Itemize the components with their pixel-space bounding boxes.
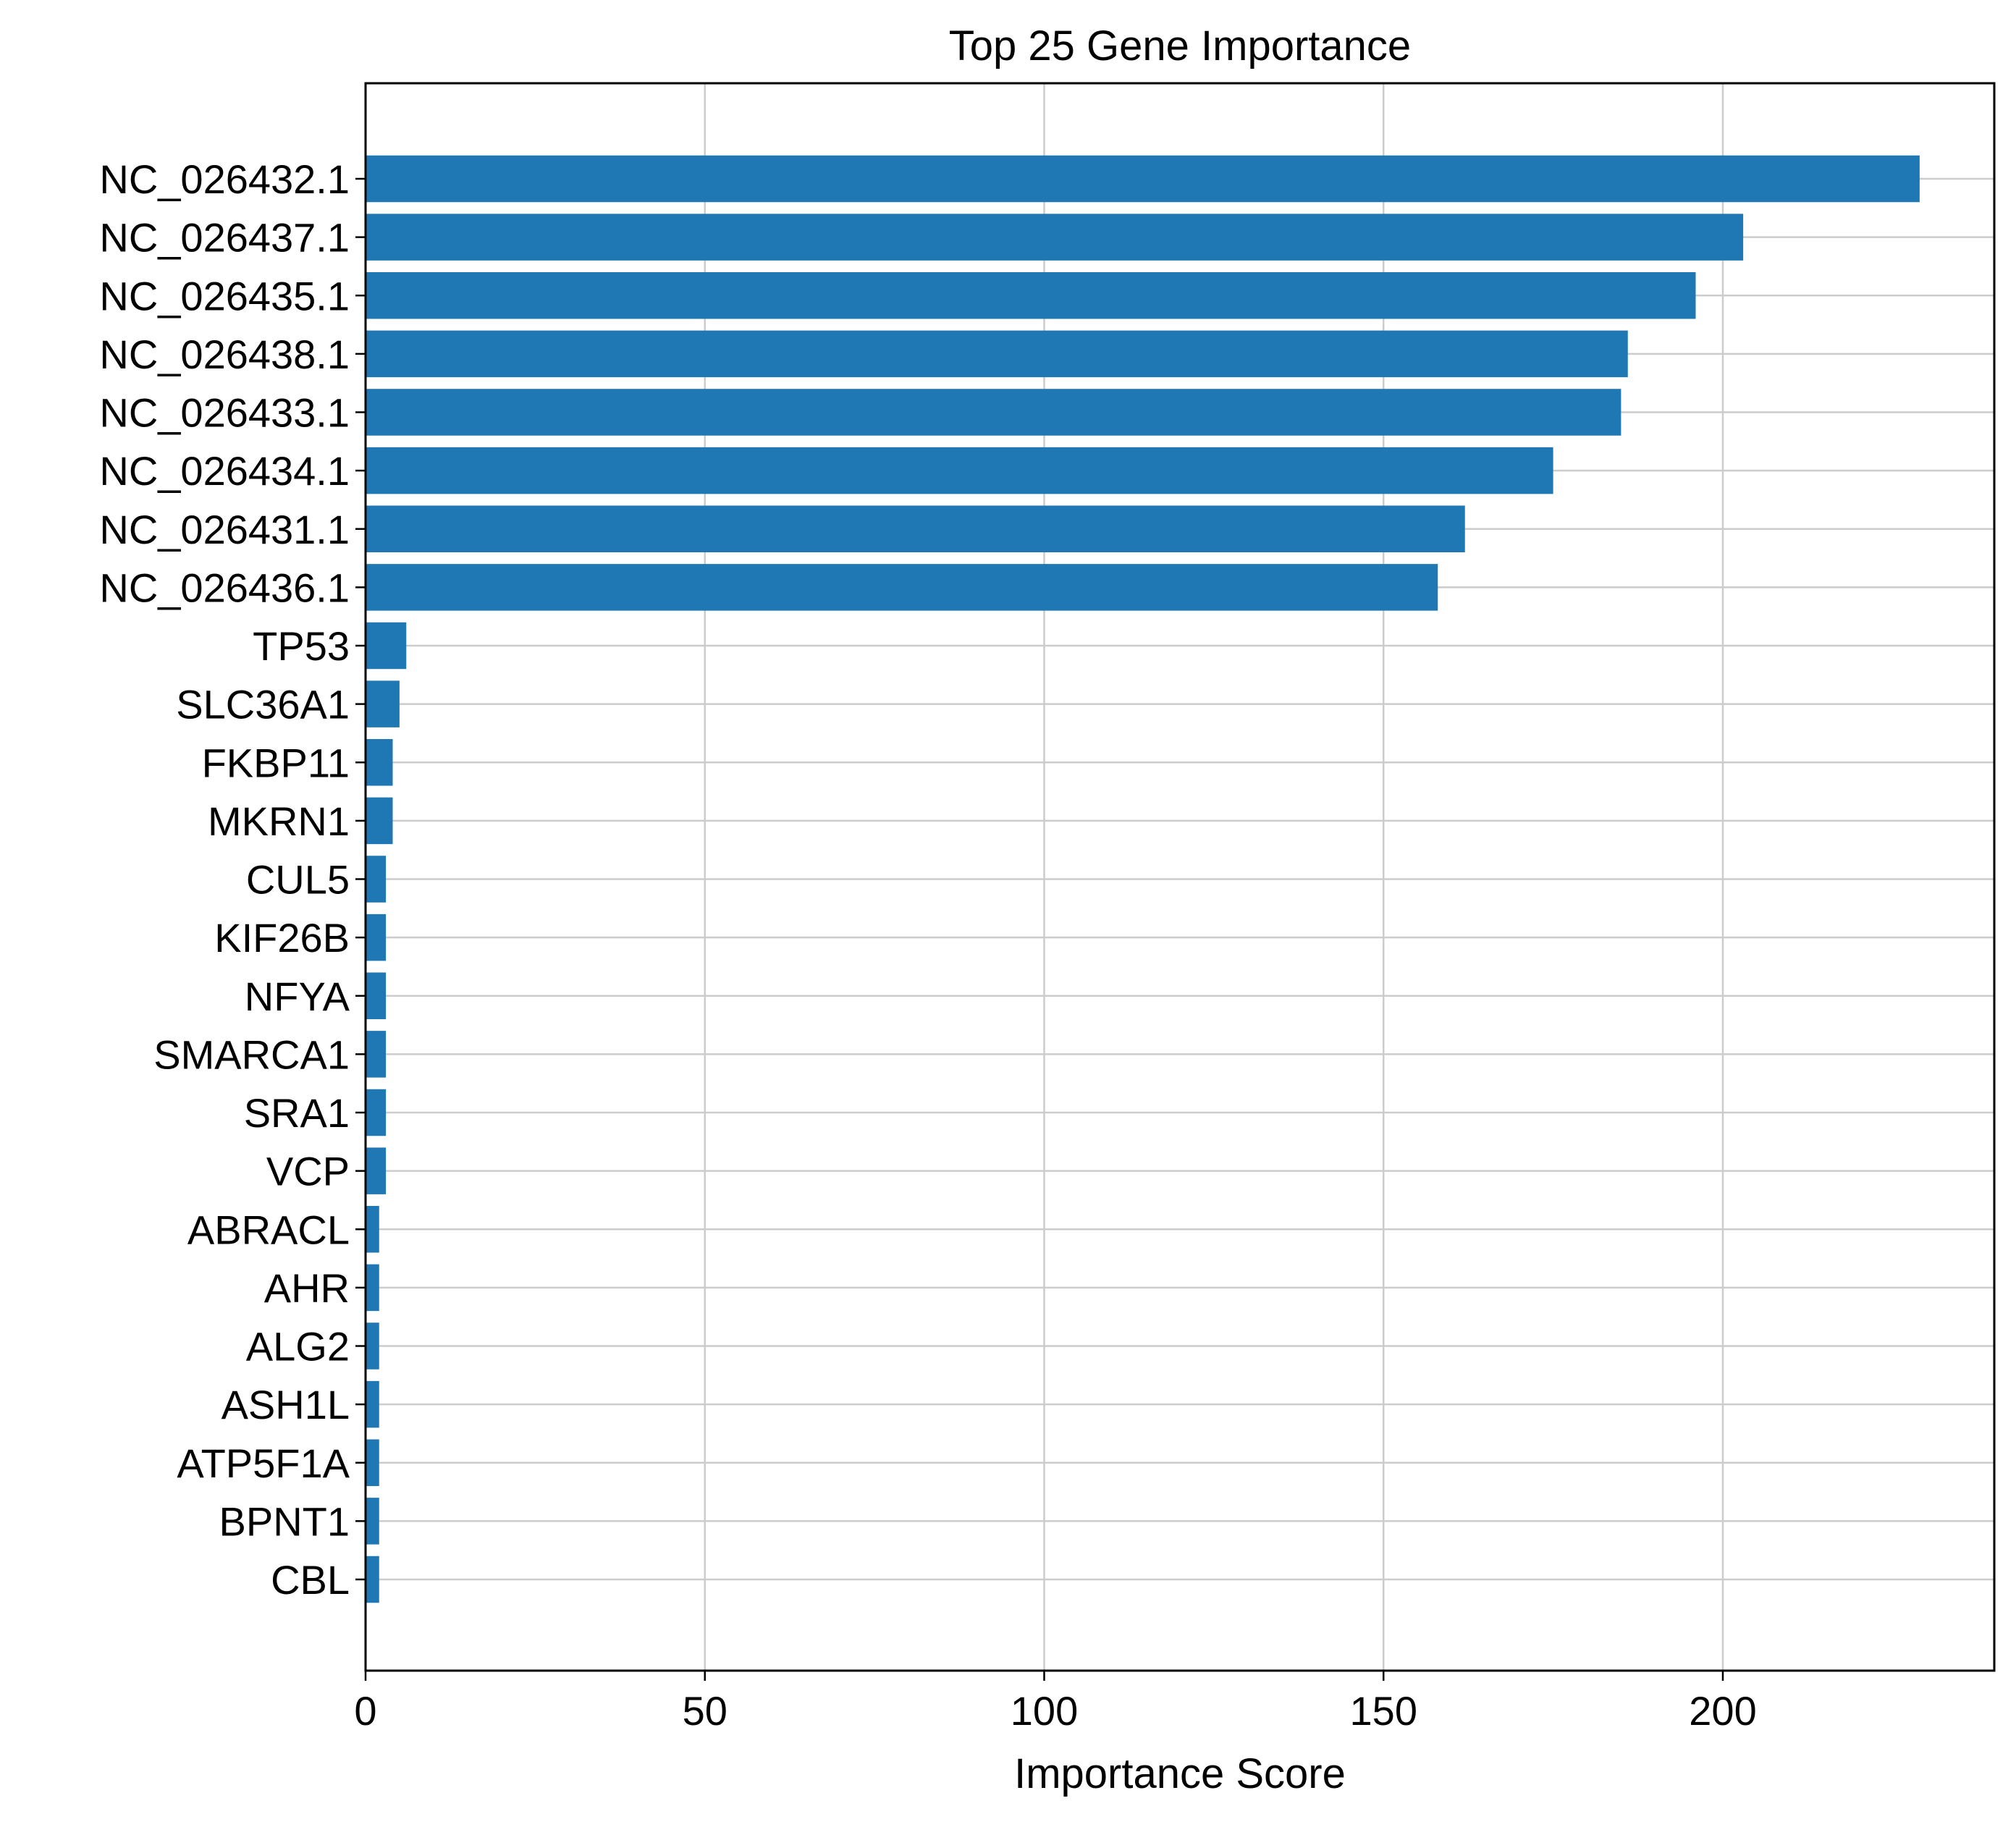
y-tick-label: NFYA — [245, 974, 350, 1019]
y-tick-label: NC_026433.1 — [99, 390, 350, 436]
y-tick-label: ABRACL — [187, 1207, 350, 1252]
bars-group — [366, 155, 1920, 1603]
bar — [366, 272, 1696, 319]
bar — [366, 447, 1553, 494]
y-tick-label: ATP5F1A — [177, 1440, 350, 1486]
x-tick-label: 150 — [1350, 1688, 1417, 1734]
bar — [366, 856, 387, 903]
y-tick-label: KIF26B — [214, 915, 350, 961]
y-tick-label: ALG2 — [246, 1324, 350, 1370]
bar — [366, 1206, 379, 1253]
bar — [366, 622, 407, 670]
y-tick-label: FKBP11 — [202, 740, 350, 785]
x-tick-label: 200 — [1689, 1688, 1756, 1734]
y-tick-label: SMARCA1 — [153, 1031, 350, 1077]
bar — [366, 739, 393, 786]
y-axis-ticks: NC_026432.1 NC_026437.1 NC_026435.1 NC_0264… — [99, 156, 366, 1603]
y-tick-label: NC_026438.1 — [99, 332, 350, 377]
plot-frame — [364, 82, 1996, 1672]
x-tick-label: 50 — [683, 1688, 727, 1734]
bar — [366, 1089, 387, 1136]
bar — [366, 1556, 379, 1603]
bar — [366, 1439, 379, 1486]
y-tick-label: TP53 — [253, 623, 350, 669]
bar — [366, 389, 1621, 436]
x-axis-ticks: 0 50 100 150 200 — [354, 1671, 1757, 1734]
bar — [366, 1322, 379, 1370]
bar — [366, 914, 387, 961]
y-tick-label: NC_026435.1 — [99, 273, 350, 318]
x-tick-label: 100 — [1011, 1688, 1078, 1734]
y-tick-label: AHR — [264, 1265, 350, 1311]
y-tick-label: VCP — [266, 1149, 350, 1194]
y-tick-label: NC_026436.1 — [99, 565, 350, 610]
bar — [366, 680, 400, 727]
y-tick-label: NC_026432.1 — [99, 156, 350, 202]
bar — [366, 214, 1744, 261]
bar — [366, 797, 393, 845]
x-axis-label: Importance Score — [1014, 1750, 1346, 1797]
bar — [366, 1380, 379, 1428]
bar — [366, 564, 1438, 611]
bar — [366, 1498, 379, 1545]
bar — [366, 1147, 387, 1194]
y-tick-label: NC_026434.1 — [99, 448, 350, 494]
y-tick-label: SRA1 — [244, 1090, 350, 1136]
y-tick-label: BPNT1 — [219, 1498, 350, 1544]
y-tick-label: CBL — [271, 1557, 350, 1603]
y-tick-label: ASH1L — [222, 1382, 350, 1427]
bar — [366, 330, 1628, 378]
y-tick-label: NC_026431.1 — [99, 507, 350, 552]
y-tick-label: MKRN1 — [208, 798, 350, 844]
y-tick-label: SLC36A1 — [176, 682, 350, 727]
y-tick-label: CUL5 — [246, 857, 350, 903]
bar — [366, 505, 1465, 552]
bar — [366, 155, 1920, 203]
chart-title: Top 25 Gene Importance — [949, 22, 1411, 69]
x-tick-label: 0 — [354, 1688, 376, 1734]
bar — [366, 1264, 379, 1312]
bar — [366, 972, 387, 1019]
y-tick-label: NC_026437.1 — [99, 215, 350, 261]
bar — [366, 1031, 387, 1078]
